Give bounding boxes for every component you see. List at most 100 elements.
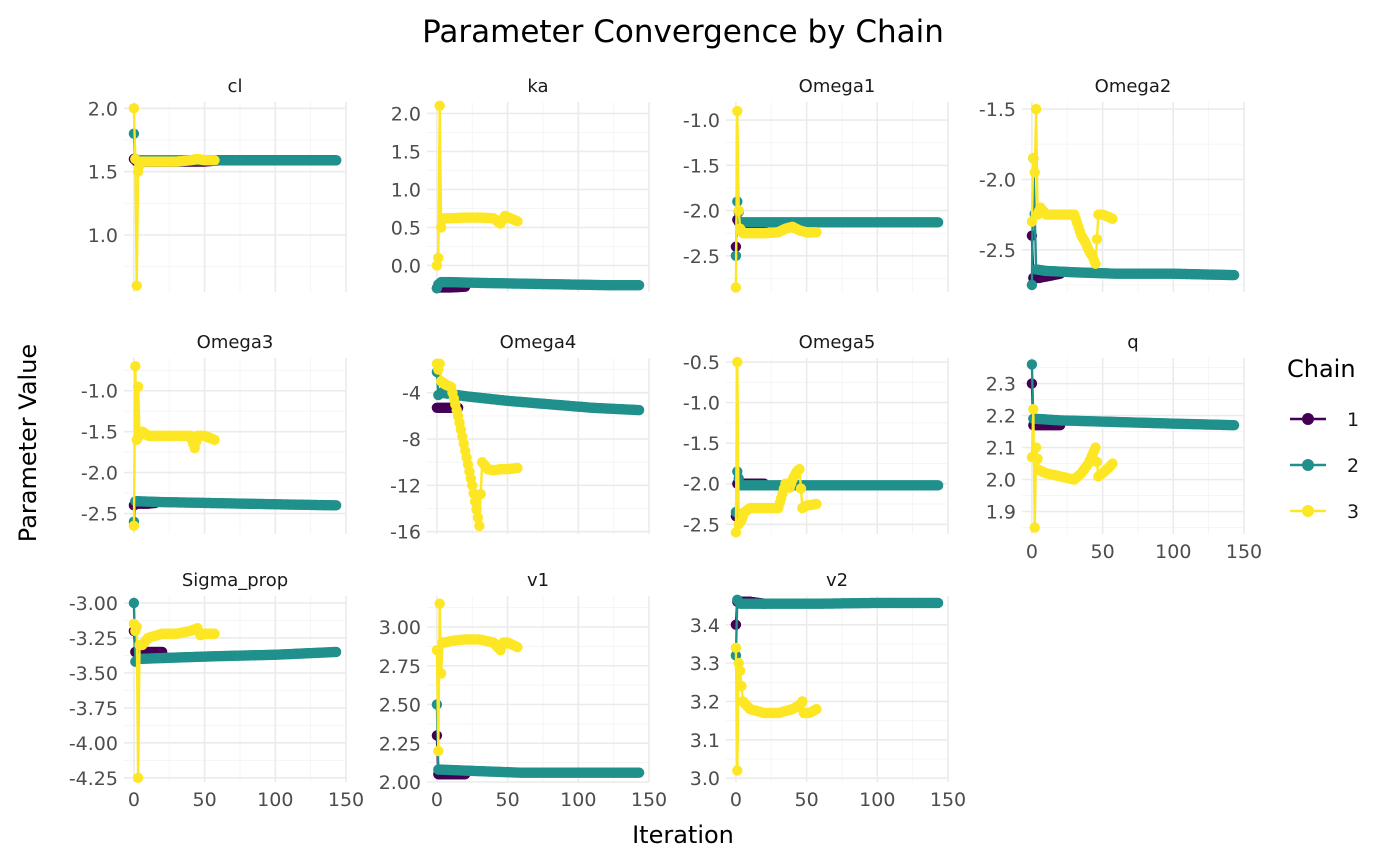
data-point <box>1090 442 1101 453</box>
y-tick-label: -16 <box>390 522 421 544</box>
y-tick-label: 2.50 <box>379 695 421 717</box>
data-point <box>797 696 808 707</box>
panel-strip-label: cl <box>228 76 243 97</box>
data-point <box>1032 453 1043 464</box>
y-tick-label: -2.5 <box>683 514 720 536</box>
data-point <box>633 404 645 416</box>
y-tick-label: 2.3 <box>986 374 1016 396</box>
data-point <box>1029 167 1040 178</box>
data-point <box>633 767 645 778</box>
panel-Omega5: -2.5 -2.0 -1.5 -1.0 -0.5 Omega5 <box>683 332 949 538</box>
legend-label: 1 <box>1347 409 1359 431</box>
series-chain-3 <box>431 100 523 271</box>
data-point <box>1026 216 1038 227</box>
panel-strip-label: Omega3 <box>197 332 274 353</box>
y-tick-label: 2.25 <box>379 733 421 755</box>
legend-key-point <box>1302 413 1314 425</box>
data-point <box>1028 404 1039 415</box>
y-tick-label: -2.5 <box>683 246 720 268</box>
y-tick-label: -4 <box>402 383 421 405</box>
series-chain-2 <box>431 699 645 778</box>
series-line <box>435 104 518 266</box>
y-tick-label: -3.50 <box>69 663 118 685</box>
data-point <box>1030 103 1042 115</box>
legend-entry-3: 3 <box>1290 501 1359 523</box>
y-tick-label: -1.0 <box>683 110 720 132</box>
series-chain-2 <box>730 594 944 661</box>
series-chain-3 <box>128 103 220 291</box>
data-point <box>131 621 142 632</box>
y-tick-label: -1.0 <box>81 381 118 403</box>
series-chain-3 <box>730 642 822 776</box>
data-point <box>811 227 822 238</box>
panel-Omega4: -16 -12 -8 -4 Omega4 <box>390 332 650 544</box>
data-point <box>132 381 144 392</box>
legend-entry-1: 1 <box>1290 409 1359 431</box>
data-point <box>1026 359 1038 370</box>
y-tick-label: -1.5 <box>683 433 720 455</box>
data-point <box>128 520 140 532</box>
panel-strip-label: q <box>1127 332 1138 353</box>
x-tick-label: 50 <box>1091 541 1115 563</box>
y-tick-label: 0.5 <box>391 217 421 239</box>
data-point <box>1090 258 1101 270</box>
series-chain-3 <box>128 360 220 532</box>
y-tick-label: -8 <box>402 429 421 451</box>
data-point <box>732 765 743 776</box>
panel-Omega3: -2.5 -2.0 -1.5 -1.0 Omega3 <box>81 332 347 534</box>
data-point <box>1030 442 1042 453</box>
legend-key-point <box>1302 505 1314 517</box>
chart-title: Parameter Convergence by Chain <box>422 14 944 50</box>
data-point <box>467 480 478 491</box>
series-chain-3 <box>128 618 220 783</box>
panel-v2: 3.0 3.1 3.2 3.3 3.4 v2 0 50 100 150 <box>690 570 966 811</box>
data-point <box>1091 456 1103 468</box>
panel-strip-label: Omega5 <box>799 332 876 353</box>
data-point <box>736 680 747 692</box>
data-point <box>1091 234 1103 245</box>
y-tick-label: 3.00 <box>379 617 421 639</box>
y-tick-label: -3.75 <box>69 698 118 720</box>
panel-cl: 1.0 1.5 2.0 cl <box>88 76 347 292</box>
data-point <box>795 483 807 494</box>
data-point <box>932 217 944 228</box>
data-point <box>435 668 447 679</box>
data-point <box>734 665 746 676</box>
panel-strip-label: Sigma_prop <box>182 570 288 591</box>
y-tick-label: -3.25 <box>69 628 118 650</box>
data-point <box>730 527 742 538</box>
data-point <box>330 500 342 511</box>
data-point <box>1028 153 1039 164</box>
series-line <box>132 108 215 287</box>
data-point <box>472 512 484 523</box>
y-tick-label: -2.0 <box>81 463 118 485</box>
legend: Chain 1 2 3 <box>1287 355 1359 523</box>
y-tick-label: 2.0 <box>986 470 1016 492</box>
y-tick-label: 2.75 <box>379 656 421 678</box>
y-tick-label: 3.3 <box>690 653 720 675</box>
data-point <box>512 216 523 227</box>
data-point <box>733 205 744 216</box>
data-point <box>794 463 805 475</box>
data-point <box>811 498 822 510</box>
data-point <box>1029 522 1040 533</box>
panel-Omega1: -2.5 -2.0 -1.5 -1.0 Omega1 <box>683 76 949 293</box>
series-chain-3 <box>1026 103 1118 270</box>
x-tick-label: 50 <box>193 789 217 811</box>
y-tick-label: -3.00 <box>69 593 118 615</box>
series-chain-2 <box>1026 359 1240 431</box>
panel-strip-label: Omega4 <box>500 332 577 353</box>
x-axis-title: Iteration <box>632 821 734 849</box>
x-tick-label: 50 <box>496 789 520 811</box>
y-tick-label: 3.4 <box>690 615 720 637</box>
y-tick-label: -1.0 <box>683 393 720 415</box>
y-tick-label: 1.0 <box>88 225 118 247</box>
data-point <box>932 480 944 491</box>
data-point <box>434 100 445 112</box>
data-point <box>132 772 144 783</box>
data-point <box>1228 420 1240 431</box>
y-tick-label: 0.0 <box>391 255 421 277</box>
x-tick-label: 150 <box>631 789 667 811</box>
panel-q: 1.9 2.0 2.1 2.2 2.3 q 0 50 100 150 <box>986 332 1262 563</box>
y-tick-label: -12 <box>390 475 421 497</box>
